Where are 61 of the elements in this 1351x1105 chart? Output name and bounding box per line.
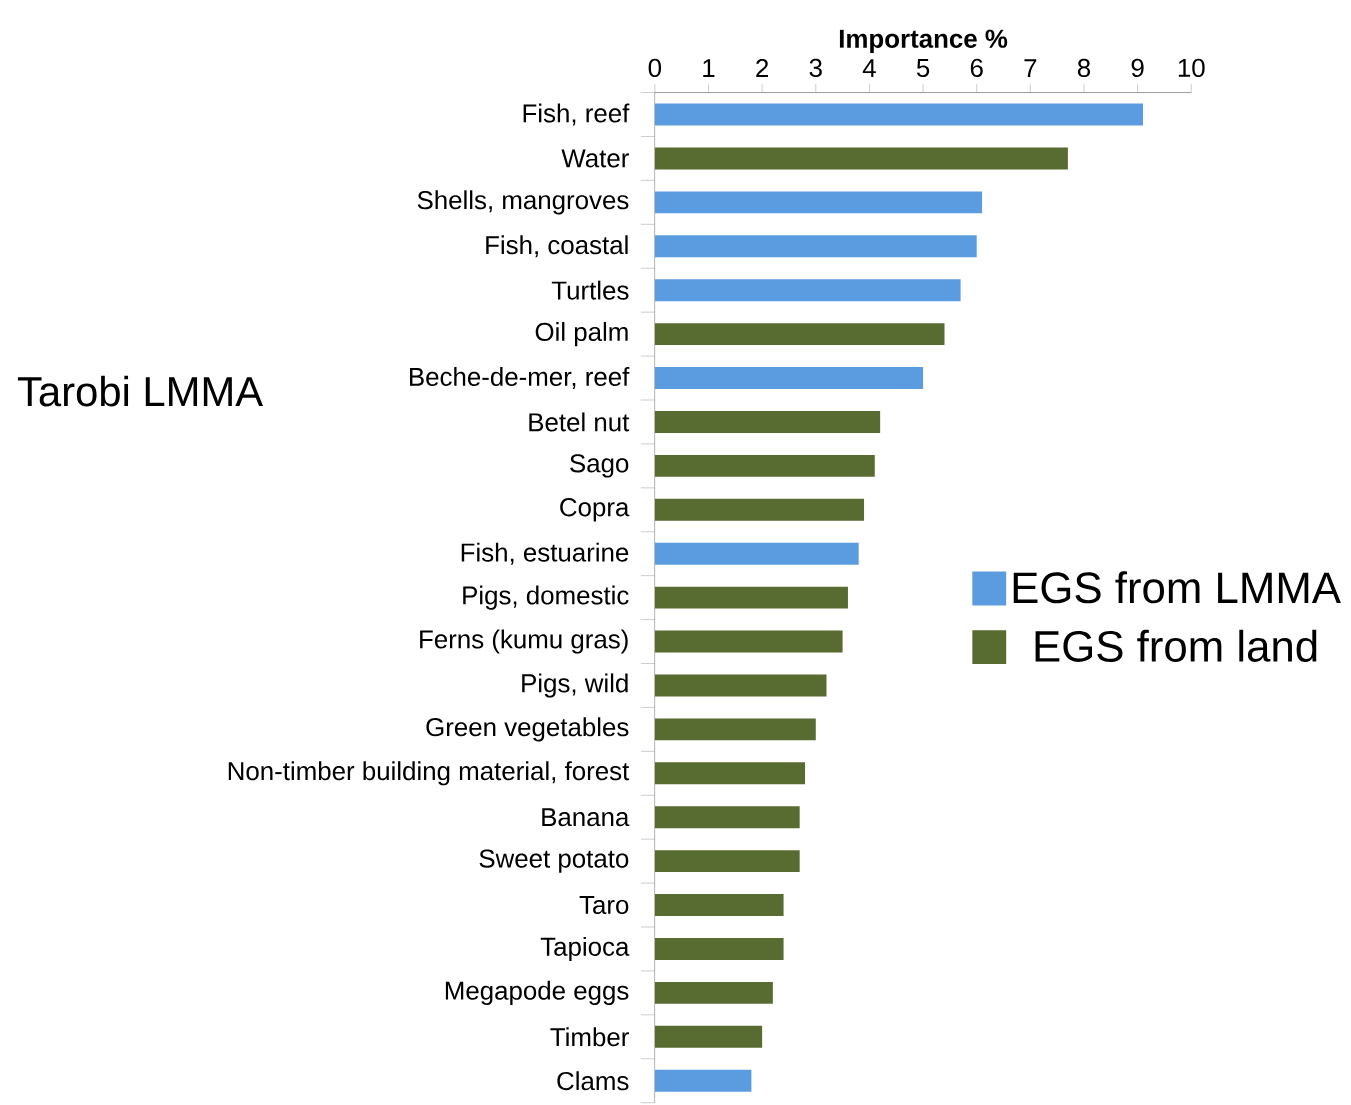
bar — [654, 367, 924, 390]
x-tick-label: 1 — [703, 59, 715, 78]
y-tick-label: Pigs, domestic — [463, 585, 629, 610]
y-tick-label: Pigs, wild — [522, 673, 628, 698]
bar — [654, 1026, 763, 1048]
y-tick-label: Turtles — [551, 280, 629, 300]
bar — [654, 235, 977, 258]
y-tick-label: Ferns (kumu gras) — [420, 629, 628, 654]
y-tick-label: Shells, mangroves — [417, 190, 629, 215]
bar — [654, 542, 859, 565]
bar — [654, 499, 865, 521]
bar — [654, 411, 881, 434]
y-tick-label: Betel nut — [529, 412, 630, 432]
y-tick-label: Fish, estuarine — [461, 542, 629, 565]
bar — [654, 850, 800, 873]
bar — [654, 762, 806, 785]
x-axis-title: Importance % — [839, 29, 1008, 54]
bar — [654, 103, 1143, 126]
y-tick-label: Timber — [550, 1027, 629, 1047]
bar — [654, 630, 843, 653]
legend-label: EGS from LMMA — [1013, 571, 1341, 604]
bar — [654, 938, 784, 961]
x-tick-label: 0 — [648, 58, 662, 78]
legend-label: EGS from land — [1035, 629, 1317, 663]
x-tick-label: 2 — [756, 59, 769, 78]
x-tick-label: 10 — [1178, 58, 1205, 78]
y-tick-label: Copra — [560, 498, 630, 522]
bar — [654, 718, 816, 741]
x-tick-label: 9 — [1131, 58, 1144, 78]
x-tick-label: 8 — [1077, 58, 1091, 78]
bar — [654, 982, 773, 1004]
bar — [654, 323, 945, 346]
bar — [654, 191, 983, 214]
text: Tarobi LMMA — [17, 375, 264, 407]
x-tick-label: 3 — [809, 58, 822, 78]
y-tick-label: Beche-de-mer, reef — [410, 367, 630, 390]
y-tick-label: Fish, reef — [523, 103, 630, 126]
y-tick-label: Megapode eggs — [445, 980, 629, 1006]
bar — [654, 674, 827, 697]
bar — [654, 806, 800, 829]
bar — [654, 147, 1068, 170]
bar — [654, 279, 961, 302]
y-tick-label: Fish, coastal — [486, 235, 628, 258]
bar — [654, 1069, 752, 1092]
y-tick-label: Non-timber building material, forest — [228, 761, 630, 786]
y-tick-label: Banana — [542, 808, 630, 827]
y-tick-label: Water — [561, 149, 629, 168]
x-tick-label: 6 — [970, 58, 983, 78]
x-tick-label: 5 — [916, 59, 930, 78]
bar — [654, 455, 875, 477]
x-tick-label: 7 — [1024, 59, 1037, 78]
y-tick-label: Sago — [570, 454, 629, 478]
y-tick-label: Oil palm — [535, 322, 628, 347]
y-tick-label: Clams — [557, 1071, 629, 1091]
y-tick-label: Tapioca — [540, 937, 630, 962]
y-tick-label: Taro — [579, 896, 629, 915]
x-tick-label: 4 — [862, 59, 876, 78]
bar — [654, 586, 848, 609]
y-tick-label: Green vegetables — [426, 717, 629, 742]
bar — [654, 894, 784, 917]
y-tick-label: Sweet potato — [479, 849, 629, 874]
